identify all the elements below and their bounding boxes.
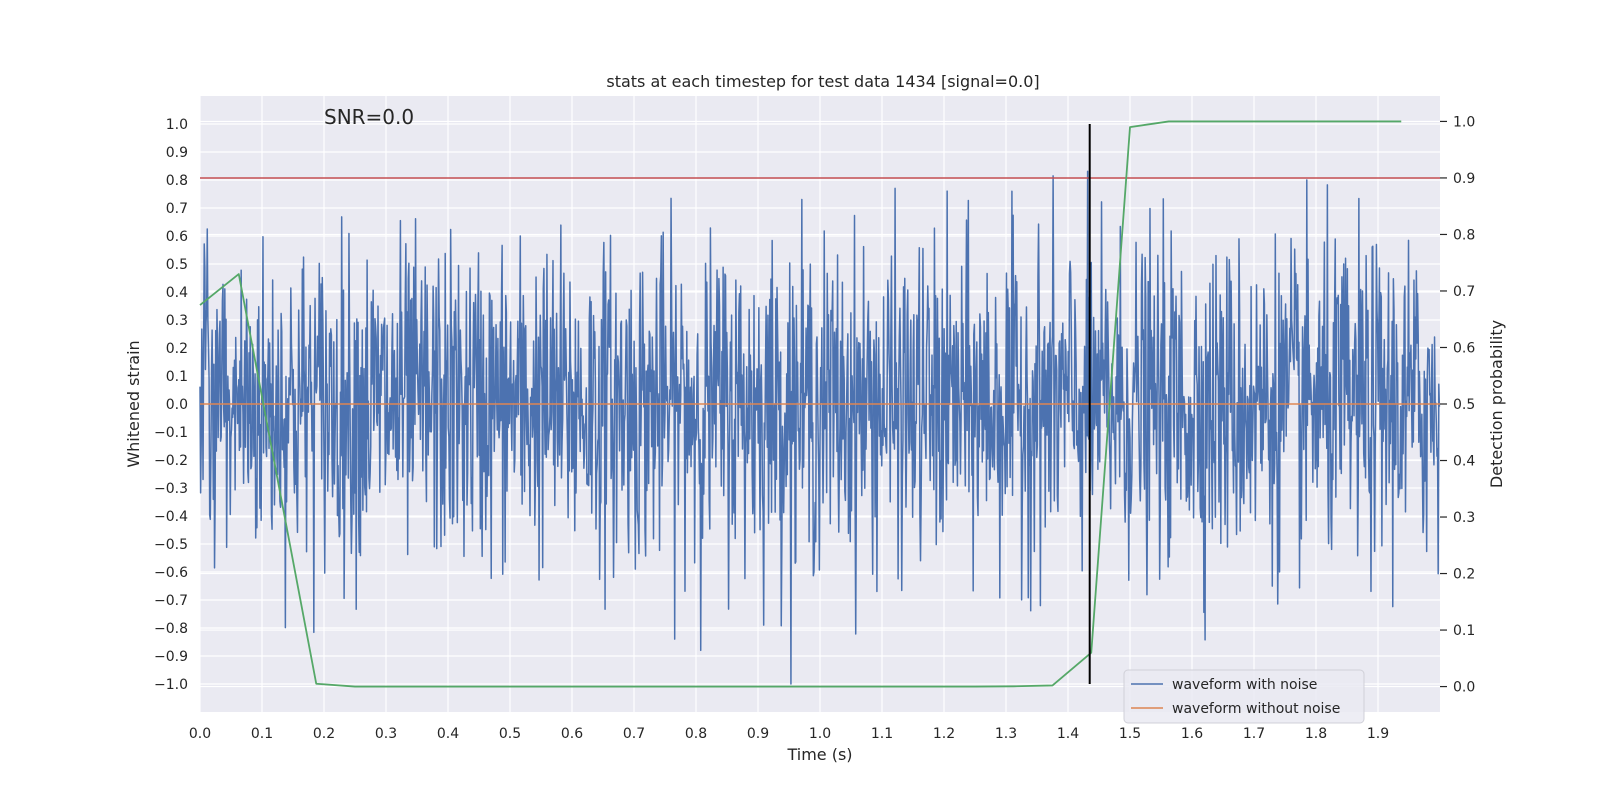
y2-tick-label: 0.7 <box>1453 284 1475 300</box>
y-tick-label: −0.3 <box>154 481 188 497</box>
chart-title: stats at each timestep for test data 143… <box>606 72 1039 91</box>
x-axis: 0.0 0.1 0.2 0.3 0.4 0.5 0.6 0.7 0.8 0.9 1.0 1.1 1.2 1… <box>189 726 1389 742</box>
y2-tick-label: 1.0 <box>1453 114 1475 130</box>
y2-tick-label: 0.0 <box>1453 680 1475 696</box>
y-tick-label: 0.3 <box>166 313 188 329</box>
x-tick-label: 1.8 <box>1305 726 1327 742</box>
y-axis-left: 1.0 0.9 0.8 0.7 0.6 0.5 0.4 0.3 0.2 0.1 0.0 −0.1 −0.… <box>154 117 188 693</box>
y-tick-label: 0.1 <box>166 369 188 385</box>
y2-tick-label: 0.3 <box>1453 510 1475 526</box>
y2-tick-label: 0.9 <box>1453 171 1475 187</box>
snr-annotation: SNR=0.0 <box>324 105 414 129</box>
y2-tick-label: 0.6 <box>1453 340 1475 356</box>
y-axis-label: Whitened strain <box>124 340 143 467</box>
x-tick-label: 1.0 <box>809 726 831 742</box>
x-tick-label: 1.5 <box>1119 726 1141 742</box>
x-tick-label: 1.1 <box>871 726 893 742</box>
y-tick-label: −0.7 <box>154 593 188 609</box>
y-tick-label: 0.7 <box>166 201 188 217</box>
x-tick-label: 0.8 <box>685 726 707 742</box>
y-tick-label: 0.6 <box>166 229 188 245</box>
x-tick-label: 0.5 <box>499 726 521 742</box>
y-tick-label: −1.0 <box>154 677 188 693</box>
x-tick-label: 0.1 <box>251 726 273 742</box>
y-tick-label: 1.0 <box>166 117 188 133</box>
y2-tick-label: 0.8 <box>1453 227 1475 243</box>
x-tick-label: 1.3 <box>995 726 1017 742</box>
legend-label-noise: waveform with noise <box>1172 677 1317 693</box>
y-tick-label: −0.8 <box>154 621 188 637</box>
y-tick-label: 0.4 <box>166 285 188 301</box>
y2-axis-label: Detection probability <box>1487 320 1506 488</box>
y-tick-label: −0.4 <box>154 509 188 525</box>
y2-tick-label: 0.2 <box>1453 567 1475 583</box>
y-tick-label: −0.2 <box>154 453 188 469</box>
x-tick-label: 0.3 <box>375 726 397 742</box>
y2-tick-label: 0.1 <box>1453 623 1475 639</box>
legend-box <box>1123 669 1365 724</box>
y2-tick-label: 0.4 <box>1453 454 1475 470</box>
y-tick-label: −0.6 <box>154 565 188 581</box>
y-tick-label: −0.5 <box>154 537 188 553</box>
y-tick-label: 0.2 <box>166 341 188 357</box>
x-tick-label: 0.2 <box>313 726 335 742</box>
x-tick-label: 0.6 <box>561 726 583 742</box>
series-line-waveform-with-noise <box>199 170 1441 685</box>
plot-marks <box>199 120 1441 688</box>
x-tick-label: 1.7 <box>1243 726 1265 742</box>
y-tick-label: 0.9 <box>166 145 188 161</box>
x-tick-label: 0.7 <box>623 726 645 742</box>
y-tick-label: 0.0 <box>166 397 188 413</box>
y-tick-label: −0.1 <box>154 425 188 441</box>
legend: waveform with noise waveform without noi… <box>1123 669 1365 724</box>
y2-tick-label: 0.5 <box>1453 397 1475 413</box>
x-tick-label: 0.0 <box>189 726 211 742</box>
series-line-detection-probability <box>199 120 1402 688</box>
x-tick-label: 1.4 <box>1057 726 1079 742</box>
legend-label-clean: waveform without noise <box>1172 701 1340 717</box>
x-tick-label: 1.9 <box>1367 726 1389 742</box>
y-tick-label: −0.9 <box>154 649 188 665</box>
y-axis-right: 1.0 0.9 0.8 0.7 0.6 0.5 0.4 0.3 0.2 0.1 0.0 <box>1440 114 1475 696</box>
y-tick-label: 0.8 <box>166 173 188 189</box>
x-axis-label: Time (s) <box>786 745 852 764</box>
x-tick-label: 0.4 <box>437 726 459 742</box>
x-tick-label: 0.9 <box>747 726 769 742</box>
y-tick-label: 0.5 <box>166 257 188 273</box>
x-tick-label: 1.2 <box>933 726 955 742</box>
x-tick-label: 1.6 <box>1181 726 1203 742</box>
